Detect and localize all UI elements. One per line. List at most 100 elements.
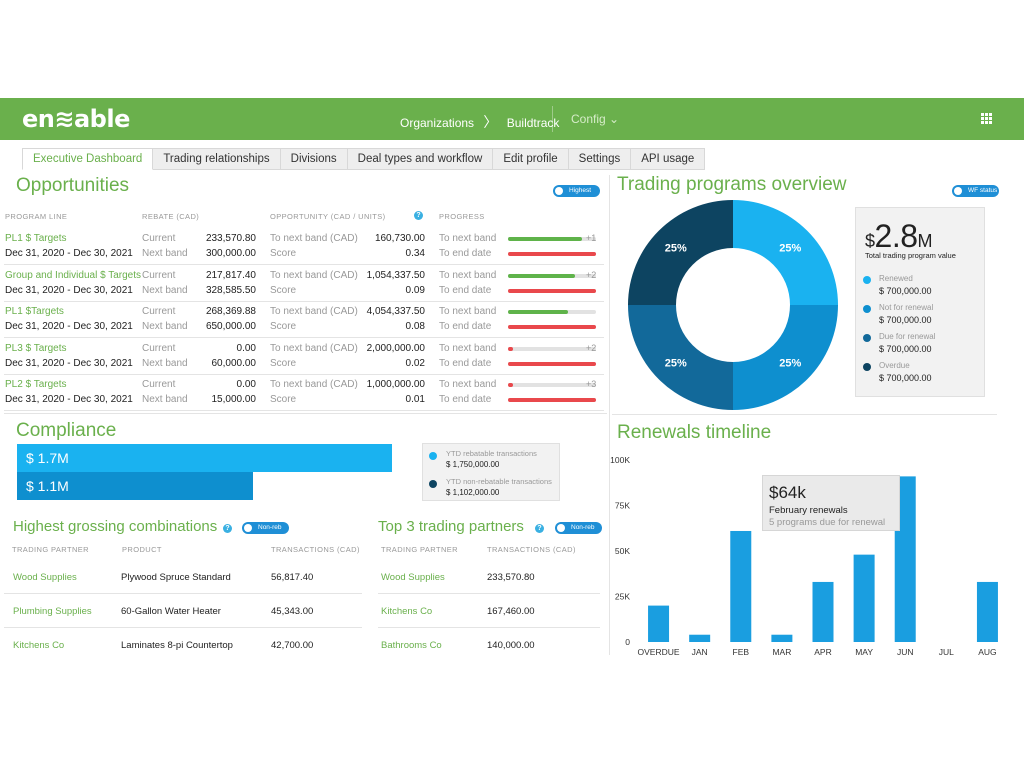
row-divider [4, 337, 604, 338]
highest-toggle[interactable]: Highest [553, 185, 600, 197]
progress-fill [508, 325, 596, 329]
program-line-link[interactable]: PL3 $ Targets [5, 342, 67, 354]
tab-divisions[interactable]: Divisions [280, 148, 348, 170]
progress-next-band-bar [508, 273, 596, 278]
rebatable-bar[interactable]: $ 1.7M [17, 444, 392, 472]
trading-programs-legend: $2.8M Total trading program value Renewe… [855, 207, 985, 397]
rebate-current-value: 0.00 [236, 379, 256, 390]
tooltip-subtitle: 5 programs due for renewal [769, 517, 886, 528]
wf-status-toggle[interactable]: WF status [952, 185, 999, 197]
trading-partner-link[interactable]: Wood Supplies [13, 572, 77, 583]
rebate-next-value: 300,000.00 [205, 248, 256, 259]
progress-end-date-bar [508, 398, 596, 402]
table-row: Plumbing Supplies 60-Gallon Water Heater 4… [4, 594, 362, 628]
donut-slice-due-for-renewal[interactable] [628, 305, 733, 410]
non-reb-toggle[interactable]: Non-reb [555, 522, 602, 534]
row-divider [4, 593, 362, 594]
tab-settings[interactable]: Settings [568, 148, 632, 170]
compliance-legend: YTD rebatable transactions $ 1,750,000.0… [422, 443, 560, 501]
config-dropdown[interactable]: Config ⌄ [552, 106, 619, 132]
legend-dot [863, 334, 871, 342]
y-tick-label: 100K [610, 455, 630, 465]
progress-fill [508, 361, 596, 366]
product-name: Plywood Spruce Standard [121, 572, 231, 583]
total-currency: $ [865, 231, 875, 251]
table-row: Group and Individual $ Targets Dec 31, 20… [0, 266, 608, 302]
x-tick-label: APR [814, 647, 831, 657]
bar-mar[interactable] [771, 634, 793, 642]
progress-end-date-bar [508, 288, 596, 293]
rebate-current-value: 268,369.88 [205, 306, 256, 317]
trading-partner-link[interactable]: Wood Supplies [381, 572, 445, 583]
donut-slice-not-for-renewal[interactable] [733, 305, 838, 410]
program-line-link[interactable]: PL1 $Targets [5, 306, 64, 317]
legend-dot [863, 305, 871, 313]
trading-partner-link[interactable]: Bathrooms Co [381, 640, 442, 651]
renewals-bar-chart: 0 25K 50K 75K 100K OVERDUE JAN FEB MAR APR MAY JUN J… [610, 455, 998, 657]
score-label: Score [270, 357, 297, 369]
col-header-trading-partner: TRADING PARTNER [381, 545, 458, 554]
program-line-link[interactable]: Group and Individual $ Targets [5, 269, 142, 281]
enable-logo[interactable]: en≋able [22, 105, 130, 133]
help-icon[interactable]: ? [414, 211, 423, 220]
help-icon[interactable]: ? [223, 524, 232, 533]
row-divider [4, 627, 362, 628]
bar-jan[interactable] [689, 634, 711, 642]
more-bands-count[interactable]: +2 [586, 269, 597, 280]
renewals-timeline-title: Renewals timeline [617, 422, 772, 443]
transactions-value: 56,817.40 [271, 572, 314, 583]
tab-api-usage[interactable]: API usage [631, 148, 706, 170]
program-line-link[interactable]: PL2 $ Targets [5, 379, 67, 390]
trading-partner-link[interactable]: Kitchens Co [13, 640, 65, 651]
tab-deal-types-and-workflow[interactable]: Deal types and workflow [347, 148, 494, 170]
donut-slice-renewed[interactable] [733, 200, 838, 305]
tab-edit-profile[interactable]: Edit profile [493, 148, 569, 170]
donut-slice-overdue[interactable] [628, 200, 733, 305]
program-line-link[interactable]: PL1 $ Targets [5, 233, 67, 244]
col-header-product: PRODUCT [122, 545, 162, 554]
legend-value: $ 700,000.00 [879, 315, 932, 325]
x-tick-label: MAR [772, 647, 791, 657]
bar-overdue[interactable] [648, 605, 670, 642]
apps-grid-icon[interactable] [981, 113, 992, 124]
program-date-range: Dec 31, 2020 - Dec 30, 2021 [5, 394, 133, 405]
breadcrumb-separator: 〉 [483, 114, 498, 130]
trading-partner-link[interactable]: Plumbing Supplies [13, 606, 92, 617]
top-nav-bar: en≋able Organizations 〉 Buildtrack Confi… [0, 98, 1024, 140]
table-row: Kitchens Co 167,460.00 [378, 594, 600, 628]
breadcrumb-organizations[interactable]: Organizations [400, 116, 475, 130]
legend-dot [429, 452, 437, 460]
progress-next-band-bar [508, 346, 596, 351]
score-label: Score [270, 321, 297, 332]
help-icon[interactable]: ? [535, 524, 544, 533]
bar-feb[interactable] [730, 530, 752, 642]
program-date-range: Dec 31, 2020 - Dec 30, 2021 [5, 357, 133, 369]
progress-fill [508, 383, 514, 387]
rebate-current-label: Current [142, 379, 176, 390]
trading-programs-title: Trading programs overview [617, 174, 847, 195]
renewals-tooltip: $64k February renewals 5 programs due fo… [762, 475, 900, 531]
bar-may[interactable] [853, 554, 875, 642]
row-divider [4, 373, 604, 375]
more-bands-count[interactable]: +3 [586, 379, 597, 389]
more-bands-count[interactable]: +2 [586, 342, 597, 353]
tab-executive-dashboard[interactable]: Executive Dashboard [22, 148, 154, 170]
table-row: PL3 $ Targets Dec 31, 2020 - Dec 30, 2021… [0, 339, 608, 375]
tab-trading-relationships[interactable]: Trading relationships [153, 148, 281, 170]
rebate-next-value: 650,000.00 [205, 321, 256, 332]
trading-partner-link[interactable]: Kitchens Co [381, 606, 433, 617]
more-bands-count[interactable]: +1 [586, 233, 597, 243]
breadcrumb-buildtrack[interactable]: Buildtrack [506, 116, 560, 130]
trading-programs-donut-chart: 25% 25% 25% 25% [628, 200, 838, 410]
transactions-value: 42,700.00 [271, 640, 314, 651]
non-rebatable-bar[interactable]: $ 1.1M [17, 472, 254, 500]
score-label: Score [270, 248, 297, 259]
bar-apr[interactable] [812, 581, 834, 642]
non-reb-toggle[interactable]: Non-reb [242, 522, 289, 534]
row-divider [4, 300, 604, 302]
score-value: 0.34 [405, 248, 425, 259]
product-name: 60-Gallon Water Heater [121, 606, 221, 617]
bar-aug[interactable] [976, 581, 998, 642]
progress-end-date-label: To end date [439, 321, 492, 332]
rebate-next-label: Next band [142, 284, 188, 296]
